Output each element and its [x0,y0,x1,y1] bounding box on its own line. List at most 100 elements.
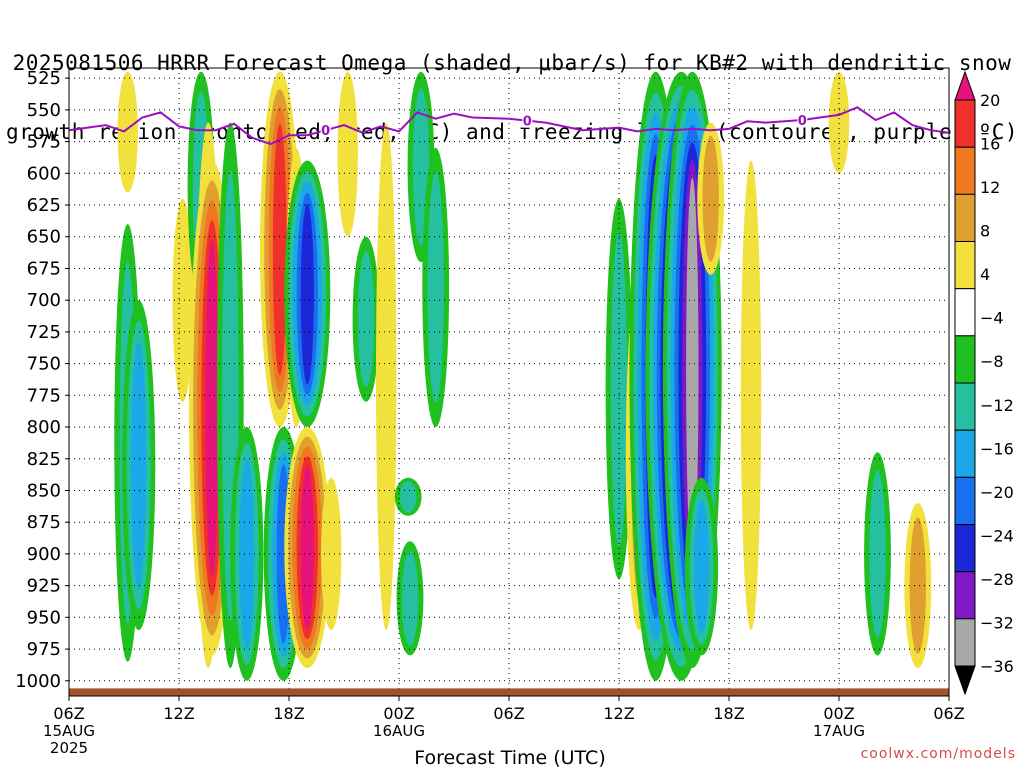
x-tick-label: 18Z [273,704,304,723]
y-tick-label: 975 [27,639,61,660]
omega-cell-16-1 [357,251,375,388]
surface-band [69,688,949,696]
x-tick-label: 00Z [823,704,854,723]
freezing-label-bg-2 [797,113,808,127]
colorbar-label: −24 [980,526,1014,545]
omega-cell-29-0 [740,160,762,631]
omega-cell-3-0 [172,198,193,402]
y-tick-label: 825 [27,449,61,470]
freezing-level-label: 0 [798,114,807,129]
x-date-label: 16AUG [373,722,425,740]
omega-cell-19-1 [401,551,419,646]
surface-terrain [69,688,949,696]
omega-cell-27-1 [702,135,719,262]
x-tick-label: 06Z [493,704,524,723]
colorbar-box-0 [954,99,976,148]
colorbar-label: −20 [980,483,1014,502]
y-tick-label: 550 [27,100,61,121]
omega-cell-6-4 [205,240,219,576]
colorbar-label: −16 [980,439,1014,458]
omega-cell-18-1 [400,481,417,513]
omega-cell-17-0 [376,122,397,631]
title-line-1: 2025081506 HRRR Forecast Omega (shaded, … [12,51,1012,75]
plot-region: 0 0 0 [69,68,949,696]
x-tick-label: 18Z [713,704,744,723]
grid [69,68,949,696]
y-tick-label: 675 [27,259,61,280]
colorbar-label: −28 [980,570,1014,589]
x-date-label: 15AUG [43,722,95,740]
colorbar-box-7 [954,429,976,478]
y-tick-label: 875 [27,512,61,533]
colorbar-box-2 [954,193,976,243]
y-tick-label: 700 [27,290,61,311]
colorbar-box-10 [954,571,976,620]
colorbar-box-5 [954,335,976,384]
colorbar-box-3 [954,241,976,290]
omega-cell-2-2 [131,341,147,589]
colorbar-label: 20 [980,91,1000,110]
freezing-level-line [69,106,949,146]
x-year-label: 2025 [50,739,88,757]
colorbar-label: −32 [980,614,1014,633]
x-tick-label: 12Z [603,704,634,723]
y-tick-label: 650 [27,227,61,248]
colorbar-box-9 [954,524,976,573]
omega-cell-9-3 [272,123,287,375]
omega-cell-28-2 [694,499,709,634]
y-tick-label: 775 [27,385,61,406]
freezing-label-bg-1 [522,113,533,128]
attribution-link[interactable]: coolwx.com/models [860,746,1016,762]
y-tick-label: 625 [27,195,61,216]
omega-cell-12-4 [300,203,314,385]
freezing-level-label: 0 [523,115,532,130]
x-tick-label: 12Z [163,704,194,723]
colorbar-box-11 [954,618,976,667]
colorbar-box-8 [954,476,976,525]
colorbar-label: 4 [980,265,990,284]
omega-cell-31-1 [869,470,886,638]
y-tick-label: 750 [27,354,61,375]
y-tick-label: 900 [27,544,61,565]
x-date-label: 17AUG [813,722,865,740]
y-tick-label: 925 [27,576,61,597]
colorbar-label: −8 [980,352,1004,371]
colorbar-label: 8 [980,222,990,241]
omega-cell-26-6 [686,177,699,563]
colorbar-label: 16 [980,135,1000,154]
y-tick-label: 1000 [15,671,61,692]
y-tick-label: 575 [27,132,61,153]
omega-shading [114,71,932,681]
omega-cell-14-0 [321,477,342,630]
y-tick-label: 950 [27,607,61,628]
freezing-level-contour: 0 0 0 [69,106,949,146]
x-tick-label: 06Z [933,704,964,723]
omega-cell-15-0 [337,71,358,237]
y-axis: 525 550 575 600 625 650 675 700 725 750 775 800 825 8… [15,68,69,692]
colorbar-bottom-triangle [954,665,976,696]
x-tick-label: 06Z [53,704,84,723]
y-tick-label: 725 [27,322,61,343]
x-tick-label: 00Z [383,704,414,723]
colorbar: 20 16 12 8 4 −4 −8 −12 −16 −20 −24 −28 −32 −36 [954,70,1014,696]
y-tick-label: 800 [27,417,61,438]
freezing-level-label: 0 [321,124,330,139]
omega-cell-8-2 [239,458,255,650]
colorbar-box-6 [954,382,976,431]
x-axis-title: Forecast Time (UTC) [414,747,605,768]
omega-cell-32-1 [909,517,926,654]
y-tick-label: 600 [27,163,61,184]
y-tick-label: 525 [27,68,61,89]
omega-cell-30-0 [828,71,850,174]
colorbar-label: −12 [980,396,1014,415]
colorbar-label: 12 [980,178,1000,197]
omega-cell-0-0 [117,71,138,193]
omega-cell-21-1 [427,172,444,403]
colorbar-top-triangle [954,70,976,101]
colorbar-box-1 [954,146,976,195]
y-tick-label: 850 [27,481,61,502]
omega-cell-13-4 [300,465,314,630]
colorbar-box-4 [954,288,976,337]
